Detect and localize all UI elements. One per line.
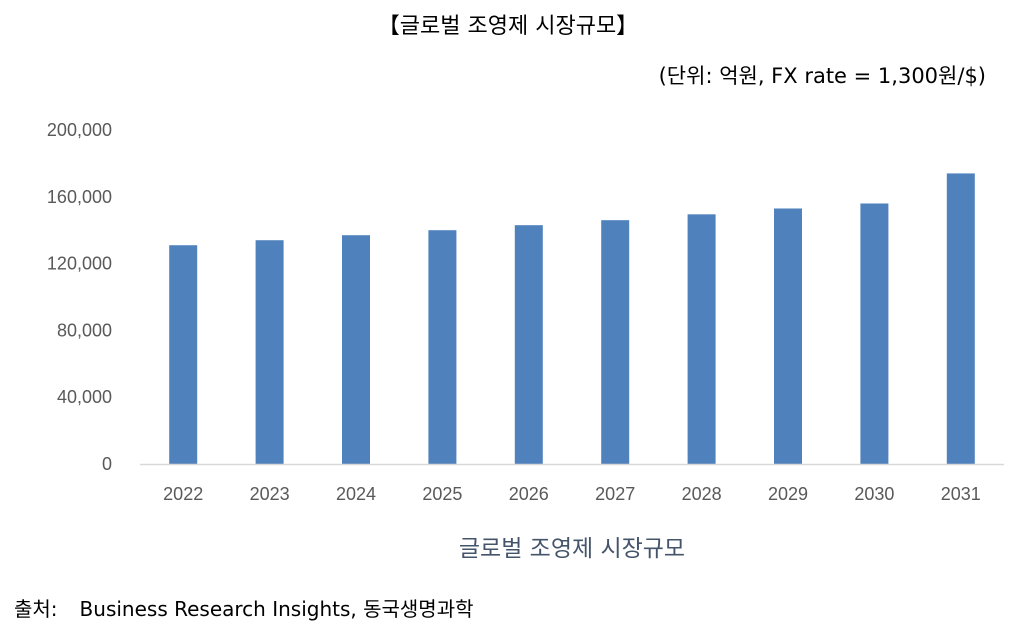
bar <box>860 203 889 465</box>
source-note: 출처: Business Research Insights, 동국생명과학 <box>14 593 474 622</box>
x-tick-label: 2030 <box>854 484 894 504</box>
y-tick-label: 0 <box>102 454 112 474</box>
x-axis-ticks: 2022 2023 2024 2025 2026 2027 2028 2029 2030 2031 <box>163 484 981 504</box>
bar-series <box>169 173 975 465</box>
x-axis-label: 글로벌 조영제 시장규모 <box>459 536 685 562</box>
x-tick-label: 2023 <box>250 484 290 504</box>
page-title: 【글로벌 조영제 시장규모】 <box>377 14 639 39</box>
unit-note: (단위: 억원, FX rate = 1,300원/$) <box>658 64 986 88</box>
x-tick-label: 2028 <box>682 484 722 504</box>
bar <box>514 225 543 464</box>
y-tick-label: 120,000 <box>47 254 112 274</box>
x-tick-label: 2027 <box>595 484 635 504</box>
y-tick-label: 200,000 <box>47 120 112 140</box>
source-label: 출처: <box>14 597 58 621</box>
bar <box>946 173 975 465</box>
x-tick-label: 2026 <box>509 484 549 504</box>
bar <box>428 230 457 464</box>
x-tick-label: 2031 <box>941 484 981 504</box>
bar <box>601 220 630 464</box>
bar <box>774 208 802 464</box>
y-tick-label: 160,000 <box>47 187 112 207</box>
bar <box>255 240 284 464</box>
x-tick-label: 2024 <box>336 484 376 504</box>
bar <box>342 235 370 464</box>
y-tick-label: 80,000 <box>57 320 112 340</box>
bar <box>169 245 198 464</box>
y-axis-ticks: 0 40,000 80,000 120,000 160,000 200,000 <box>47 120 112 474</box>
x-tick-label: 2022 <box>163 484 203 504</box>
bar <box>687 214 716 464</box>
x-tick-label: 2025 <box>422 484 462 504</box>
source-text: Business Research Insights, 동국생명과학 <box>79 597 474 621</box>
x-tick-label: 2029 <box>768 484 808 504</box>
y-tick-label: 40,000 <box>57 387 112 407</box>
